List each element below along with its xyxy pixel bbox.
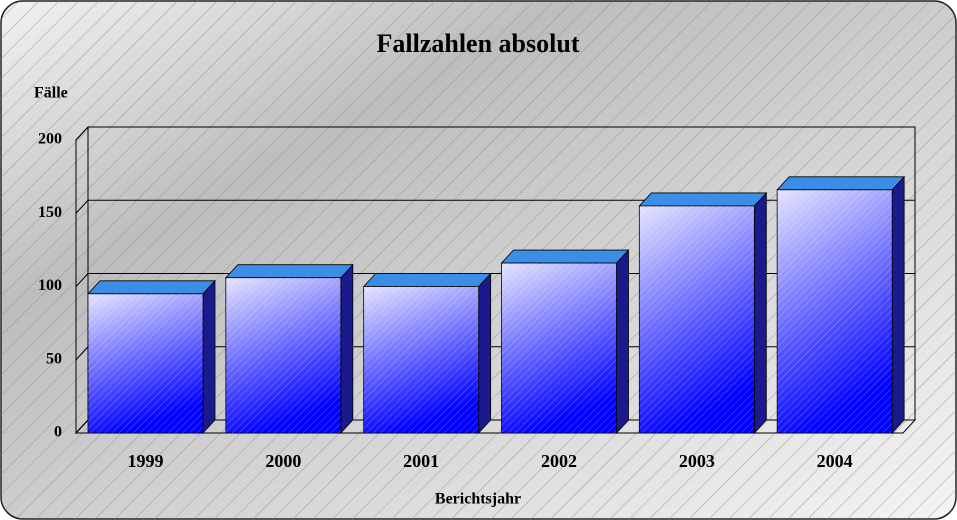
bar-hatch xyxy=(501,263,617,433)
x-tick-label: 2000 xyxy=(265,451,301,471)
bar-top xyxy=(638,192,768,207)
bar-side xyxy=(478,272,492,435)
bar-top xyxy=(87,280,216,295)
bar-side xyxy=(616,249,629,435)
y-tick-label: 50 xyxy=(46,350,62,367)
x-tick-label: 2004 xyxy=(817,451,853,471)
bar-hatch xyxy=(777,189,893,433)
x-tick-label: 2003 xyxy=(679,451,715,471)
bar-hatch xyxy=(639,205,755,433)
y-tick-label: 100 xyxy=(38,277,62,294)
y-tick-label: 0 xyxy=(54,424,62,441)
bar-top xyxy=(776,176,906,191)
x-tick-label: 2002 xyxy=(541,451,577,471)
bar-top xyxy=(500,249,630,264)
bar-top xyxy=(224,264,354,279)
bar-hatch xyxy=(88,293,203,433)
bar-side xyxy=(753,191,767,435)
y-tick-label: 200 xyxy=(38,131,62,148)
grid-line xyxy=(75,126,915,141)
bar-side xyxy=(340,263,354,435)
y-axis-label: Fälle xyxy=(34,85,68,102)
grid-line xyxy=(75,199,915,214)
x-tick-label: 2001 xyxy=(403,451,439,471)
bar-hatch xyxy=(363,286,479,433)
chart-title: Fallzahlen absolut xyxy=(377,29,580,58)
y-tick-label: 150 xyxy=(38,204,62,221)
bar-top xyxy=(362,273,492,287)
bar-side xyxy=(891,175,905,435)
bar-side xyxy=(202,279,216,435)
x-axis-label: Berichtsjahr xyxy=(435,491,521,508)
x-tick-label: 1999 xyxy=(128,451,164,471)
bar-hatch xyxy=(225,277,341,433)
